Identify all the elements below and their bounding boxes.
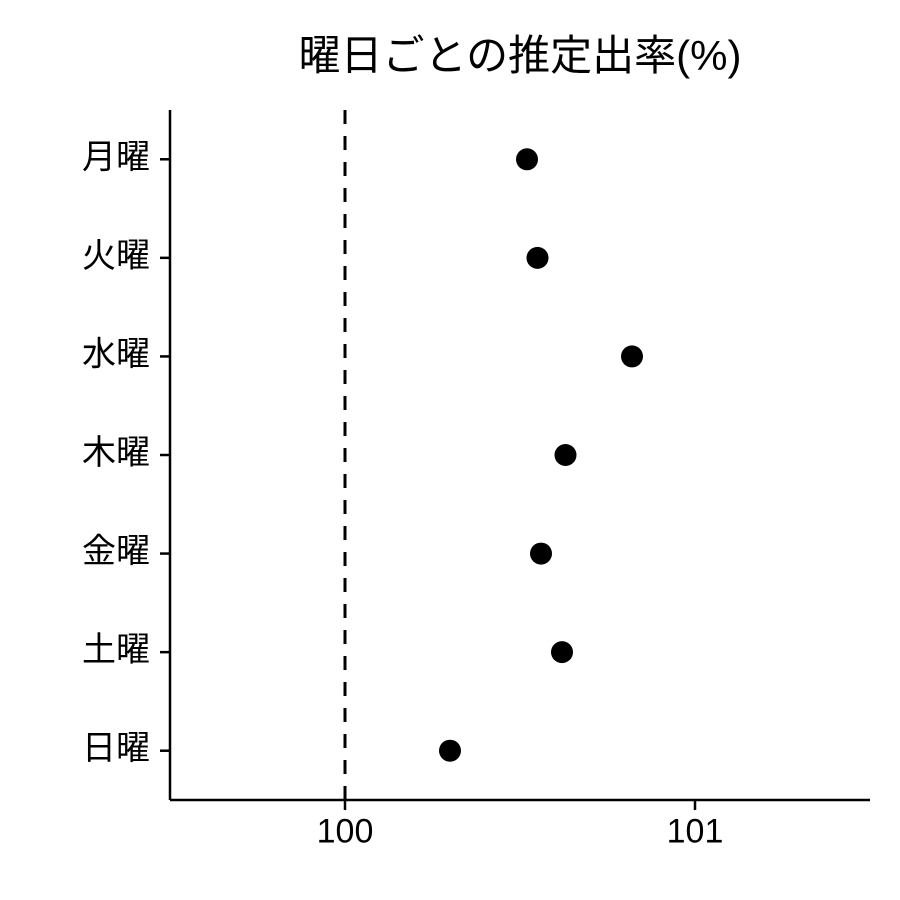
y-tick-label: 土曜 [82, 631, 150, 669]
y-tick-label: 金曜 [82, 533, 150, 571]
y-tick-label: 月曜 [82, 138, 150, 176]
y-tick-label: 木曜 [82, 434, 150, 472]
dot-chart: 曜日ごとの推定出率(%) 月曜火曜水曜木曜金曜土曜日曜 100 101 [0, 0, 900, 900]
y-tick-label: 日曜 [82, 730, 150, 768]
x-tick-label: 101 [667, 812, 724, 850]
data-point [516, 148, 538, 170]
data-point [621, 345, 643, 367]
chart-container: 曜日ごとの推定出率(%) 月曜火曜水曜木曜金曜土曜日曜 100 101 [0, 0, 900, 900]
data-point [530, 543, 552, 565]
data-point [527, 247, 549, 269]
y-tick-label: 水曜 [82, 335, 150, 373]
y-tick-label: 火曜 [82, 237, 150, 275]
data-point [439, 740, 461, 762]
data-point [551, 641, 573, 663]
x-tick-label: 100 [317, 812, 374, 850]
data-point [555, 444, 577, 466]
chart-title: 曜日ごとの推定出率(%) [299, 32, 742, 79]
